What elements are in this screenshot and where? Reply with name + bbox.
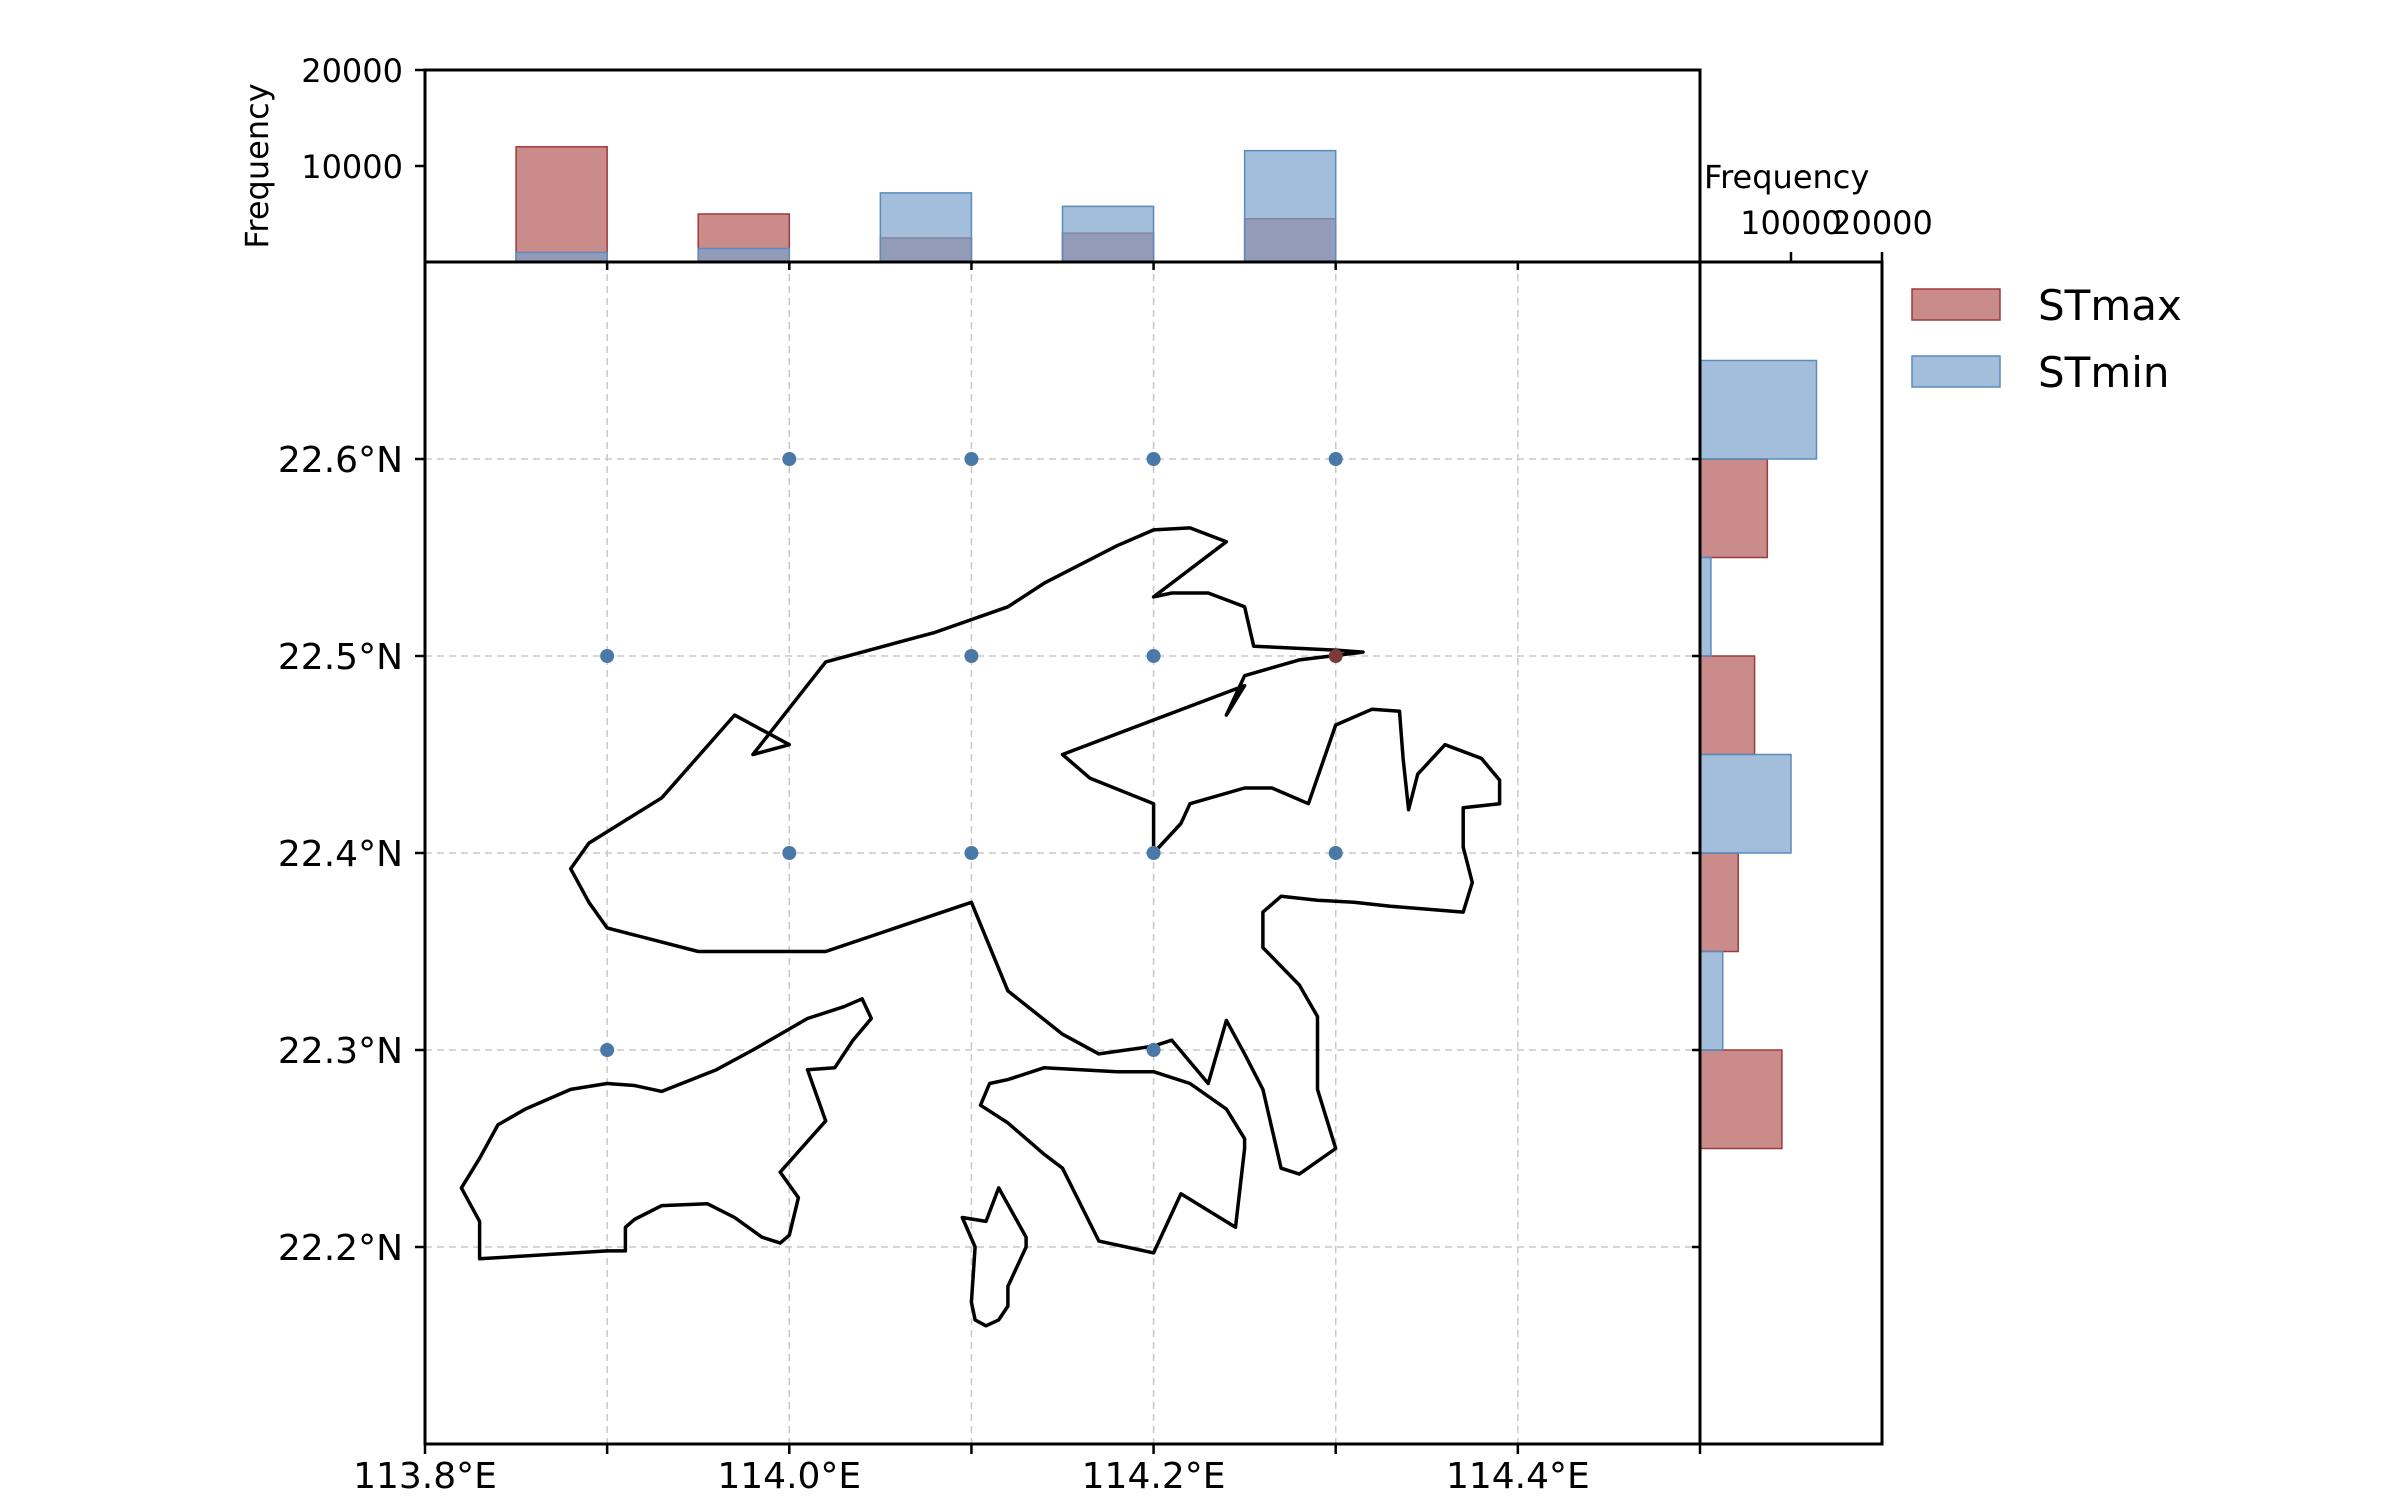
y-tick-label: 22.2°N (278, 1228, 403, 1269)
right-x-tick-label: 10000 (1740, 204, 1842, 242)
right-histogram-bars (1699, 359, 1818, 1150)
grid-point (1146, 452, 1161, 466)
grid-points (600, 452, 1343, 1057)
right-bar-stmax (1699, 1049, 1783, 1150)
grid-point (782, 846, 797, 860)
coastline-polygon (960, 1186, 1028, 1328)
grid-point-stmax (1328, 649, 1343, 663)
coastline-polygon (568, 526, 1502, 1176)
right-bar-stmin (1699, 556, 1712, 657)
top-bar-stmin (1243, 149, 1337, 263)
right-bar-stmin (1699, 359, 1818, 460)
top-y-tick-label: 20000 (301, 52, 403, 90)
top-histogram-bars (515, 146, 1337, 263)
legend: STmax STmin (1911, 281, 2182, 397)
y-tick-label: 22.3°N (278, 1031, 403, 1072)
grid-point (600, 649, 615, 663)
legend-label-stmax: STmax (2038, 281, 2182, 330)
legend-swatch-stmin (1911, 355, 2001, 388)
y-tick-label: 22.4°N (278, 834, 403, 875)
x-tick-label: 113.8°E (353, 1456, 497, 1497)
x-tick-label: 114.2°E (1082, 1456, 1226, 1497)
legend-swatch-stmax (1911, 288, 2001, 321)
grid-point (964, 452, 979, 466)
y-tick-label: 22.5°N (278, 637, 403, 678)
y-axis-ticks: 22.2°N 22.3°N 22.4°N 22.5°N 22.6°N (278, 440, 1700, 1269)
grid-point (600, 1043, 615, 1057)
top-y-tick-label: 10000 (301, 148, 403, 186)
right-histogram-xlabel: Frequency (1704, 158, 1869, 196)
grid-point (1146, 846, 1161, 860)
grid-point (964, 846, 979, 860)
right-bar-stmax (1699, 655, 1756, 756)
coastline (459, 526, 1502, 1328)
x-tick-label: 114.0°E (717, 1456, 861, 1497)
coastline-polygon (978, 1065, 1247, 1255)
right-x-tick-label: 20000 (1831, 204, 1933, 242)
top-bar-stmin (879, 192, 973, 263)
y-tick-label: 22.6°N (278, 440, 403, 481)
grid-point (1146, 1043, 1161, 1057)
grid-point (1146, 649, 1161, 663)
right-bar-stmin (1699, 753, 1792, 854)
main-map-panel: 113.8°E 114.0°E 114.2°E 114.4°E 22.2°N 22.3°… (278, 260, 1702, 1497)
grid-point (964, 649, 979, 663)
right-bar-stmin (1699, 950, 1724, 1051)
grid-point (1328, 846, 1343, 860)
coastline-polygon (459, 997, 874, 1261)
main-grid (425, 262, 1700, 1444)
top-histogram: 10000 20000 Frequency (238, 52, 1702, 270)
x-tick-label: 114.4°E (1446, 1456, 1590, 1497)
top-bar-stmax (515, 146, 608, 263)
grid-point (1328, 452, 1343, 466)
top-bar-stmin (697, 247, 791, 263)
legend-label-stmin: STmin (2038, 348, 2170, 397)
grid-point (782, 452, 797, 466)
right-bar-stmax (1699, 852, 1739, 953)
top-histogram-y-ticks: 10000 20000 (301, 52, 1520, 270)
x-axis-ticks: 113.8°E 114.0°E 114.2°E 114.4°E (353, 1444, 1702, 1497)
right-bar-stmax (1699, 458, 1769, 559)
top-bar-stmin (1061, 205, 1155, 263)
top-histogram-ylabel: Frequency (238, 83, 276, 248)
